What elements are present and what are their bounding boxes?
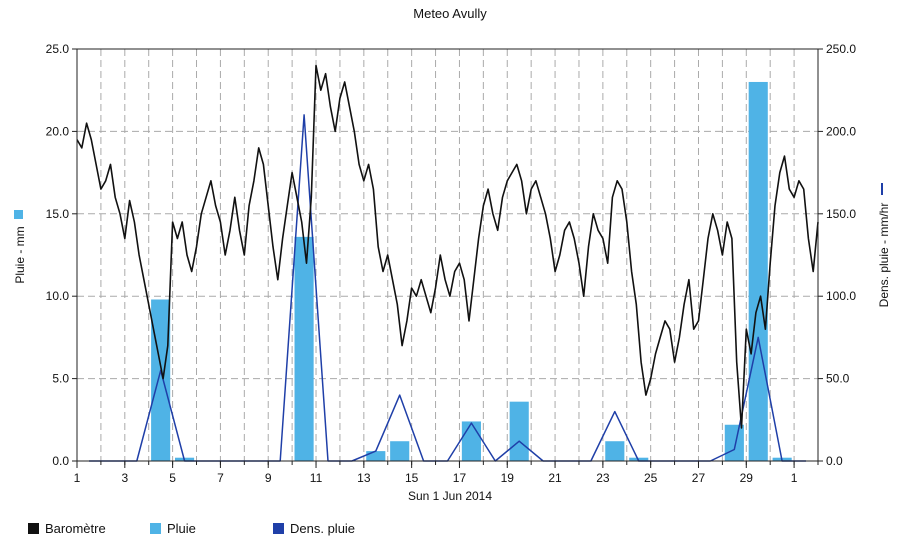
right-axis-ticks: 0.0 50.0 100.0 150.0 200.0 250.0 [818,42,856,468]
right-tick-label: 100.0 [826,289,856,303]
left-tick-label: 20.0 [46,124,70,138]
x-tick-label: 1 [791,471,798,485]
x-tick-label: 15 [405,471,419,485]
legend: Baromètre Pluie Dens. pluie [28,521,355,536]
right-tick-label: 250.0 [826,42,856,56]
x-tick-label: 21 [548,471,562,485]
x-tick-label: 3 [121,471,128,485]
chart-title: Meteo Avully [413,6,487,21]
x-tick-label: 17 [453,471,467,485]
legend-label: Baromètre [45,521,106,536]
right-tick-label: 150.0 [826,207,856,221]
x-tick-label: 11 [310,471,323,485]
x-tick-label: 25 [644,471,658,485]
x-tick-label: 5 [169,471,176,485]
rain-bar [605,441,625,461]
left-tick-label: 15.0 [46,207,70,221]
right-axis-label: Dens. pluie - mm/hr [877,203,891,308]
left-axis-swatch [14,210,23,219]
right-tick-label: 50.0 [826,372,850,386]
left-tick-label: 25.0 [46,42,70,56]
barometer-line [76,64,819,429]
rain-bar [724,424,744,461]
x-axis-ticks: 1 3 5 7 9 11 13 15 17 19 21 23 25 27 29 1 [74,461,819,485]
rain-bar [366,451,386,461]
x-tick-label: 13 [357,471,371,485]
x-tick-label: 27 [692,471,706,485]
legend-swatch [150,523,161,534]
legend-label: Pluie [167,521,196,536]
left-tick-label: 10.0 [46,289,70,303]
x-tick-label: 23 [596,471,610,485]
right-tick-label: 200.0 [826,124,856,138]
rain-bar [390,441,410,461]
legend-label: Dens. pluie [290,521,355,536]
left-axis-ticks: 0.0 5.0 10.0 15.0 20.0 25.0 [46,42,77,468]
x-tick-label: 7 [217,471,224,485]
legend-swatch [273,523,284,534]
left-axis-label: Pluie - mm [13,226,27,283]
x-tick-label: 19 [501,471,515,485]
rain-bar [294,236,314,461]
rain-bar [151,299,171,461]
rain-bar [748,81,768,462]
x-axis-label: Sun 1 Jun 2014 [408,489,492,503]
legend-swatch [28,523,39,534]
left-tick-label: 0.0 [52,454,69,468]
rain-bar [461,421,481,461]
x-tick-label: 1 [74,471,81,485]
left-tick-label: 5.0 [52,372,69,386]
right-tick-label: 0.0 [826,454,843,468]
x-tick-label: 9 [265,471,272,485]
x-tick-label: 29 [740,471,754,485]
plot-frame [76,48,819,462]
rain-bar [509,401,529,461]
